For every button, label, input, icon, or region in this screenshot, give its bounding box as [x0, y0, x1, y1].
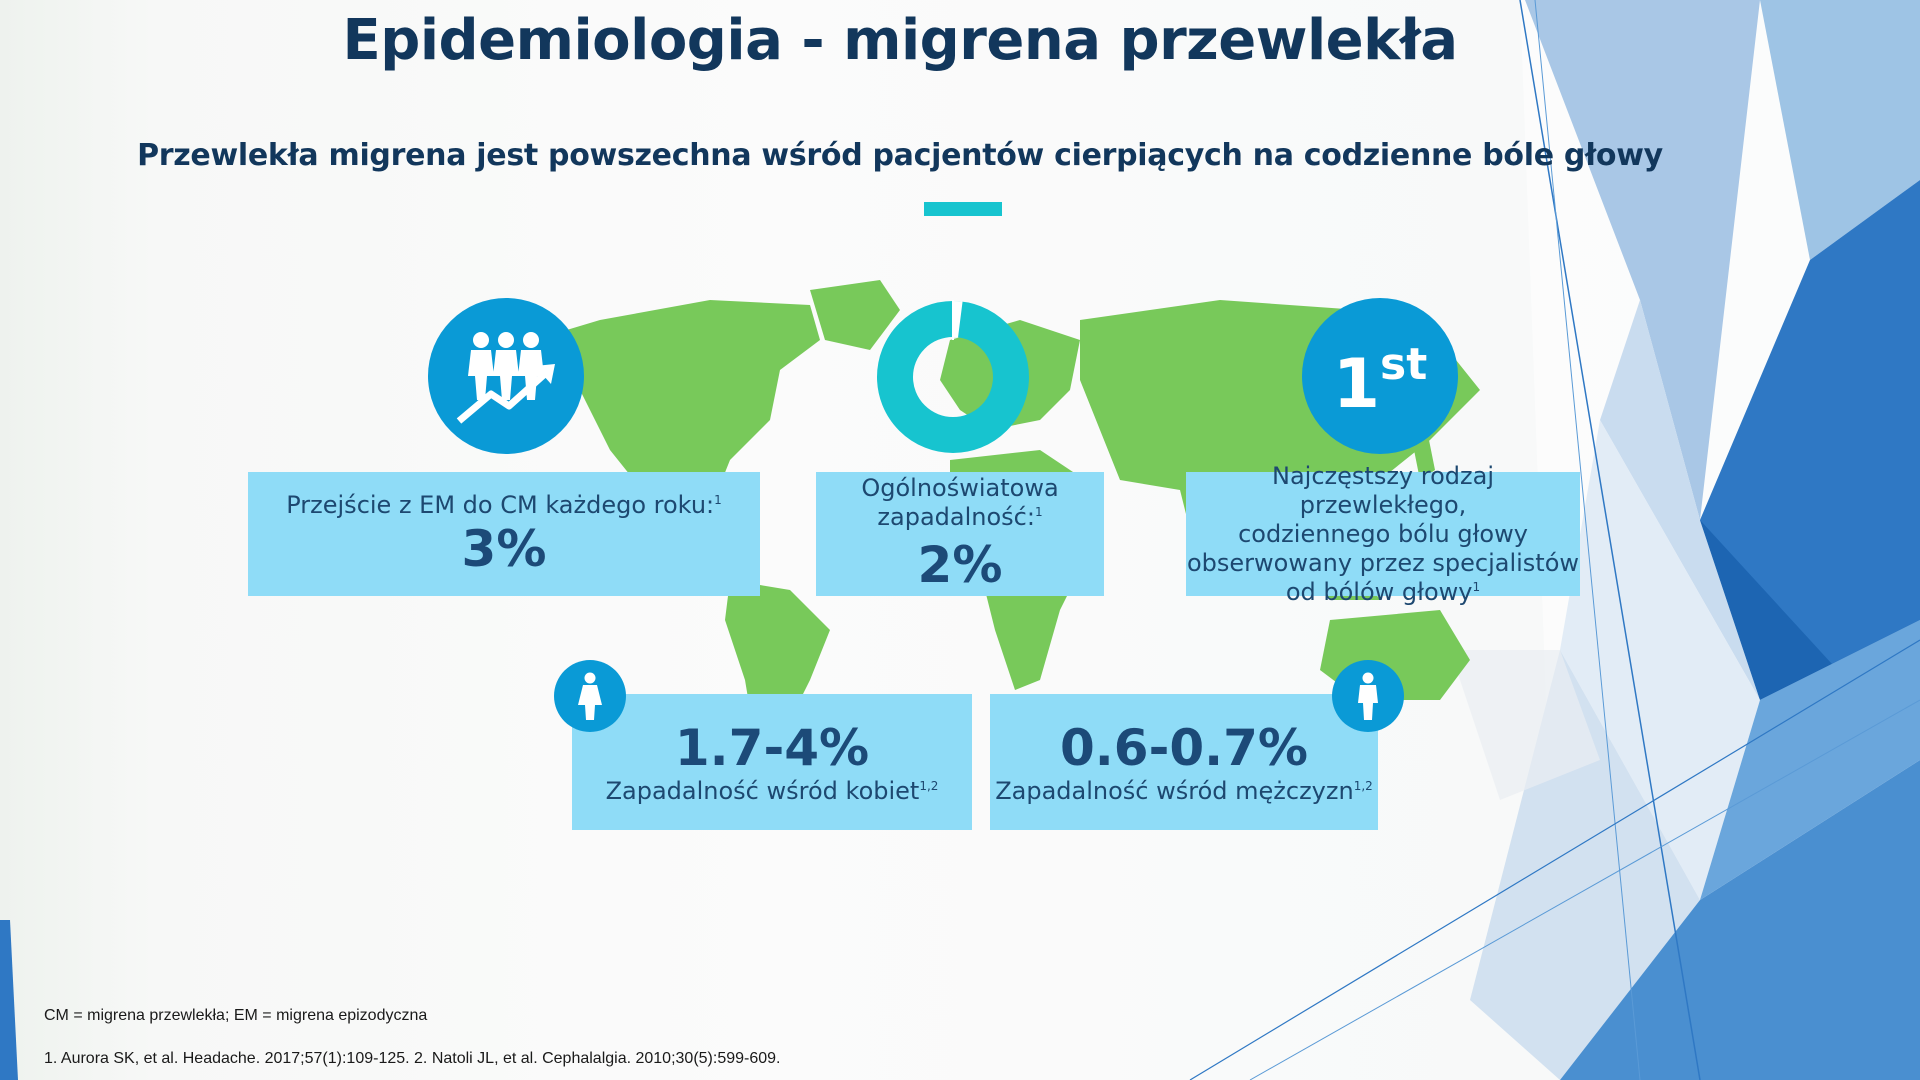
stat-label-worldwide-line1: Ogólnoświatowa: [861, 474, 1059, 502]
stat-box-transition: Przejście z EM do CM każdego roku:1 3%: [248, 472, 760, 596]
stat-value-men: 0.6-0.7%: [1060, 718, 1308, 777]
reference-mark: 1,2: [919, 778, 939, 793]
man-icon: [1332, 660, 1404, 732]
stat-label-transition: Przejście z EM do CM każdego roku:1: [286, 490, 722, 519]
reference-mark: 1: [1472, 579, 1481, 594]
accent-bar: [924, 202, 1002, 216]
reference-mark: 1: [714, 492, 722, 507]
abbreviations-footnote: CM = migrena przewlekła; EM = migrena ep…: [44, 1007, 428, 1024]
slide-title: Epidemiologia - migrena przewlekła: [342, 8, 1458, 73]
stat-box-men: 0.6-0.7% Zapadalność wśród mężczyzn1,2: [990, 694, 1378, 830]
stat-box-most-common: Najczęstszy rodzaj przewlekłego, codzien…: [1186, 462, 1580, 606]
stat-box-women: 1.7-4% Zapadalność wśród kobiet1,2: [572, 694, 972, 830]
slide-subtitle: Przewlekła migrena jest powszechna wśród…: [137, 138, 1663, 173]
woman-icon: [554, 660, 626, 732]
stat-text-line4: od bólów głowy1: [1285, 577, 1481, 606]
stat-value-transition: 3%: [461, 519, 547, 578]
people-trend-up-icon: [428, 298, 584, 454]
stat-label-men: Zapadalność wśród mężczyzn1,2: [995, 776, 1373, 805]
stat-value-women: 1.7-4%: [674, 718, 870, 777]
stat-box-worldwide: Ogólnoświatowa zapadalność:1 2%: [816, 472, 1104, 596]
reference-mark: 1: [1034, 505, 1043, 519]
stat-label-women: Zapadalność wśród kobiet1,2: [605, 776, 939, 805]
references-footnote: 1. Aurora SK, et al. Headache. 2017;57(1…: [44, 1050, 781, 1067]
stat-value-worldwide: 2%: [917, 536, 1003, 594]
stat-text-line3: obserwowany przez specjalistów: [1186, 548, 1580, 577]
badge-suffix: st: [1380, 339, 1428, 390]
badge-number: 1: [1332, 345, 1381, 424]
stat-text-line2: codziennego bólu głowy: [1238, 519, 1528, 548]
reference-mark: 1,2: [1353, 778, 1373, 793]
stat-text-line1: Najczęstszy rodzaj przewlekłego,: [1272, 461, 1494, 519]
donut-chart-icon: [876, 300, 1030, 454]
stat-label-worldwide-line2: zapadalność:1: [877, 503, 1043, 531]
